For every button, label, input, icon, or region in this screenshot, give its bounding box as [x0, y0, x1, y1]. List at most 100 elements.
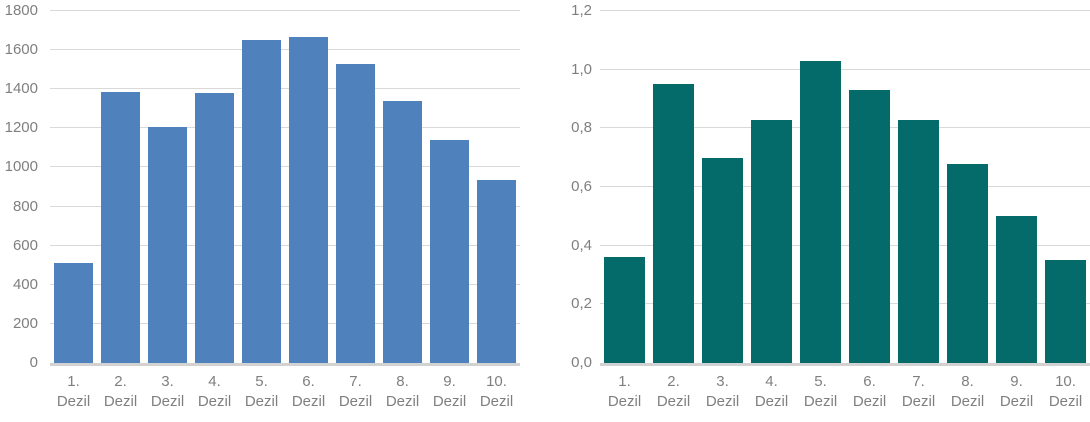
- bar-slot: [473, 11, 520, 363]
- chart-right-teal-deciles: 0,0 0,2 0,4 0,6 0,8 1,0 1,2 1. Dezil 2. Dezil 3. De…: [545, 0, 1090, 422]
- bar: [849, 90, 890, 363]
- bar: [702, 157, 743, 363]
- y-axis-tick-labels: 0,0 0,2 0,4 0,6 0,8 1,0 1,2: [545, 3, 592, 371]
- x-axis-category-labels: 1. Dezil 2. Dezil 3. Dezil 4. Dezil 5. Dezil 6. Dez…: [50, 372, 520, 412]
- bar: [195, 93, 234, 363]
- bar-slot: [332, 11, 379, 363]
- bar-slot: [796, 11, 845, 363]
- y-tick-label: 1400: [4, 80, 38, 98]
- bar-slot: [191, 11, 238, 363]
- bar: [1045, 260, 1086, 363]
- gridline: [50, 127, 520, 129]
- gridline: [50, 166, 520, 168]
- y-tick-label: 1000: [4, 158, 38, 176]
- gridline: [50, 244, 520, 246]
- bar: [947, 163, 988, 363]
- x-category-label: 2. Dezil: [656, 373, 691, 410]
- bar-slot: [698, 11, 747, 363]
- bars-row: [50, 11, 520, 363]
- y-tick-label: 200: [12, 314, 38, 332]
- gridline: [50, 10, 520, 11]
- gridline: [50, 49, 520, 51]
- y-tick-label: 1,0: [571, 60, 592, 78]
- x-category-label: 5. Dezil: [803, 373, 838, 410]
- bar: [477, 180, 516, 363]
- y-tick-label: 1600: [4, 41, 38, 59]
- bar: [751, 119, 792, 363]
- bar: [800, 60, 841, 363]
- bar: [996, 216, 1037, 363]
- bar-slot: [943, 11, 992, 363]
- bar: [653, 84, 694, 363]
- gridline: [50, 283, 520, 285]
- x-category-label: 2. Dezil: [103, 373, 138, 410]
- x-category-label: 10. Dezil: [479, 373, 514, 410]
- y-tick-label: 800: [12, 197, 38, 215]
- bar-slot: [845, 11, 894, 363]
- y-tick-label: 600: [12, 236, 38, 254]
- x-category-label: 8. Dezil: [950, 373, 985, 410]
- gridline: [600, 244, 1090, 246]
- y-tick-label: 0,0: [571, 354, 592, 371]
- bar: [148, 127, 187, 363]
- y-tick-label: 1,2: [571, 2, 592, 19]
- y-tick-label: 0,2: [571, 295, 592, 313]
- bar: [898, 119, 939, 363]
- bar: [604, 257, 645, 363]
- y-tick-label: 0,8: [571, 119, 592, 137]
- bar-slot: [144, 11, 191, 363]
- bar-slot: [426, 11, 473, 363]
- bar: [101, 92, 140, 363]
- bar: [430, 140, 469, 363]
- y-axis-tick-labels: 0 200 400 600 800 1000 1200 1400 1600 1800: [0, 3, 38, 371]
- y-tick-label: 400: [12, 275, 38, 293]
- x-category-label: 6. Dezil: [852, 373, 887, 410]
- y-tick-label: 0,4: [571, 236, 592, 254]
- bar-slot: [747, 11, 796, 363]
- plot-area: [50, 10, 520, 366]
- chart-left-blue-deciles: 0 200 400 600 800 1000 1200 1400 1600 1800 1. Dezi…: [0, 0, 540, 422]
- y-tick-label: 1200: [4, 119, 38, 137]
- bar: [54, 263, 93, 363]
- gridline: [600, 303, 1090, 305]
- bar-slot: [285, 11, 332, 363]
- bar-slot: [649, 11, 698, 363]
- x-category-label: 4. Dezil: [754, 373, 789, 410]
- bar: [336, 63, 375, 363]
- x-category-label: 10. Dezil: [1048, 373, 1083, 410]
- bar-slot: [50, 11, 97, 363]
- x-category-label: 3. Dezil: [705, 373, 740, 410]
- bar-slot: [992, 11, 1041, 363]
- x-category-label: 3. Dezil: [150, 373, 185, 410]
- gridline: [50, 205, 520, 207]
- bar-slot: [97, 11, 144, 363]
- x-category-label: 7. Dezil: [338, 373, 373, 410]
- x-axis-category-labels: 1. Dezil 2. Dezil 3. Dezil 4. Dezil 5. Dezil 6. Dez…: [600, 372, 1090, 412]
- gridline: [600, 10, 1090, 11]
- bar: [289, 37, 328, 363]
- gridline: [600, 68, 1090, 70]
- x-category-label: 1. Dezil: [607, 373, 642, 410]
- x-category-label: 5. Dezil: [244, 373, 279, 410]
- gridline: [600, 186, 1090, 187]
- bar-slot: [894, 11, 943, 363]
- bar-slot: [1041, 11, 1090, 363]
- bar: [383, 100, 422, 363]
- x-category-label: 6. Dezil: [291, 373, 326, 410]
- y-tick-label: 0,6: [571, 178, 592, 195]
- gridline: [50, 88, 520, 90]
- x-category-label: 4. Dezil: [197, 373, 232, 410]
- plot-area: [600, 10, 1090, 366]
- bar: [242, 40, 281, 363]
- x-category-label: 8. Dezil: [385, 373, 420, 410]
- x-category-label: 9. Dezil: [432, 373, 467, 410]
- y-tick-label: 0: [29, 354, 38, 371]
- bar-slot: [238, 11, 285, 363]
- gridline: [600, 127, 1090, 129]
- x-category-label: 9. Dezil: [999, 373, 1034, 410]
- bar-slot: [600, 11, 649, 363]
- bars-row: [600, 11, 1090, 363]
- gridline: [50, 322, 520, 324]
- y-tick-label: 1800: [4, 2, 38, 19]
